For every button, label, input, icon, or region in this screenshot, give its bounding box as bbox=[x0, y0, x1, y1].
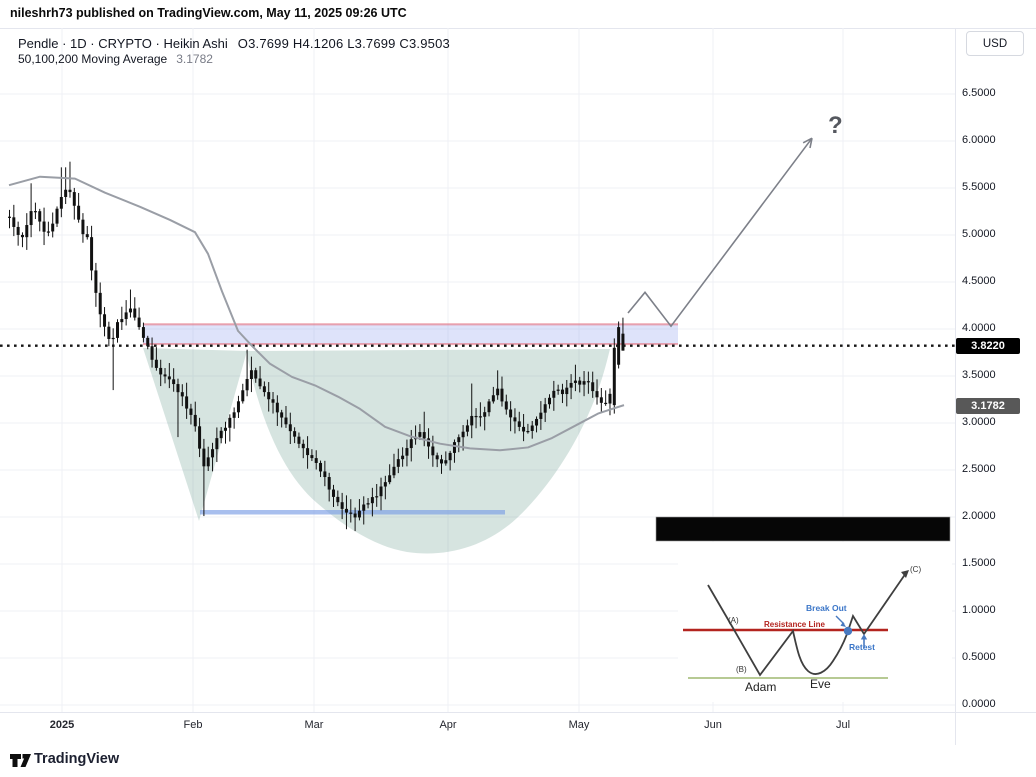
tradingview-logo-icon bbox=[10, 754, 31, 767]
chart-legend-row1[interactable]: Pendle · 1D · CRYPTO · Heikin Ashi O3.769… bbox=[18, 36, 450, 51]
redaction-bar bbox=[655, 516, 951, 542]
time-axis-divider bbox=[0, 712, 1036, 713]
inset-pattern-line bbox=[707, 572, 907, 677]
price-tick-label: 3.5000 bbox=[962, 369, 996, 381]
time-axis-label-2025: 2025 bbox=[49, 719, 75, 731]
time-axis-label-may: May bbox=[568, 719, 590, 731]
price-tick-label: 0.0000 bbox=[962, 698, 996, 710]
time-axis-label-feb: Feb bbox=[183, 719, 203, 731]
price-axis-divider bbox=[955, 28, 956, 745]
inset-a-label: (A) bbox=[728, 616, 739, 625]
inset-retest-arrowhead bbox=[860, 634, 868, 640]
ma-indicator-label: 50,100,200 Moving Average bbox=[18, 52, 168, 66]
inset-retest-label: Retest bbox=[849, 642, 875, 652]
price-tick-label: 1.5000 bbox=[962, 557, 996, 569]
inset-c-label: (C) bbox=[910, 565, 922, 574]
inset-adam-label: Adam bbox=[745, 680, 777, 694]
price-tick-label: 5.0000 bbox=[962, 228, 996, 240]
inset-eve-label: Eve bbox=[810, 677, 831, 691]
adam-eve-pattern-overlay bbox=[143, 323, 678, 554]
time-axis-label-mar: Mar bbox=[304, 719, 324, 731]
price-tick-label: 0.5000 bbox=[962, 651, 996, 663]
price-tick-label: 2.5000 bbox=[962, 463, 996, 475]
projection-arrows bbox=[627, 137, 813, 328]
price-tick-label: 5.5000 bbox=[962, 181, 996, 193]
inset-arrowhead bbox=[901, 570, 909, 578]
inset-background bbox=[678, 542, 952, 702]
ma-value-badge: 3.1782 bbox=[956, 398, 1020, 414]
current-price-badge: 3.8220 bbox=[956, 338, 1020, 354]
price-tick-label: 6.5000 bbox=[962, 87, 996, 99]
price-tick-label: 4.5000 bbox=[962, 275, 996, 287]
inset-b-label: (B) bbox=[736, 665, 747, 674]
footer-bar: TradingView bbox=[0, 745, 1036, 777]
header-divider bbox=[0, 28, 1036, 29]
tradingview-brand-text: TradingView bbox=[34, 751, 120, 767]
price-tick-label: 4.0000 bbox=[962, 322, 996, 334]
inset-resistance-label: Resistance Line bbox=[764, 620, 825, 629]
inset-adam-eve-diagram bbox=[655, 516, 952, 702]
price-tick-label: 1.0000 bbox=[962, 604, 996, 616]
question-mark-annotation: ? bbox=[828, 112, 843, 140]
inset-breakout-dot bbox=[843, 626, 853, 636]
ma-indicator-value: 3.1782 bbox=[176, 52, 213, 66]
ohlc-values: O3.7699 H4.1206 L3.7699 C3.9503 bbox=[237, 36, 450, 51]
currency-toggle-button[interactable]: USD bbox=[966, 31, 1024, 56]
attribution-text: nileshrh73 published on TradingView.com,… bbox=[10, 6, 407, 20]
price-tick-label: 6.0000 bbox=[962, 134, 996, 146]
heikin-ashi-candles bbox=[8, 161, 625, 532]
time-axis-label-apr: Apr bbox=[439, 719, 457, 731]
time-axis-label-jul: Jul bbox=[835, 719, 851, 731]
price-tick-label: 3.0000 bbox=[962, 416, 996, 428]
chart-legend-row2[interactable]: 50,100,200 Moving Average 3.1782 bbox=[18, 52, 213, 66]
price-tick-label: 2.0000 bbox=[962, 510, 996, 522]
inset-breakout-label: Break Out bbox=[806, 603, 847, 613]
indicator-and-levels bbox=[0, 175, 955, 452]
symbol-description: Pendle · 1D · CRYPTO · Heikin Ashi bbox=[18, 36, 228, 51]
time-axis-label-jun: Jun bbox=[704, 719, 722, 731]
inset-breakout-arrowhead bbox=[840, 621, 846, 627]
